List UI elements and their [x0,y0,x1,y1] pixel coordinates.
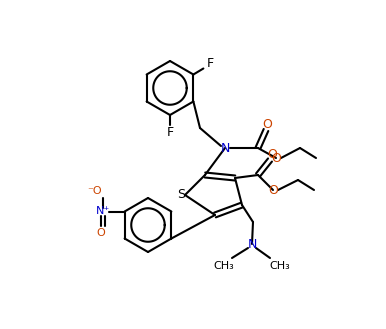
Text: F: F [207,57,214,70]
Text: O: O [271,151,281,164]
Text: O: O [267,147,277,161]
Text: CH₃: CH₃ [213,261,234,271]
Text: O: O [268,184,278,196]
Text: N: N [247,238,257,250]
Text: ⁻O: ⁻O [87,186,102,195]
Text: N⁺: N⁺ [95,207,110,216]
Text: N: N [220,141,230,155]
Text: O: O [96,227,105,238]
Text: S: S [177,188,185,200]
Text: F: F [166,125,174,139]
Text: O: O [262,117,272,131]
Text: CH₃: CH₃ [270,261,290,271]
